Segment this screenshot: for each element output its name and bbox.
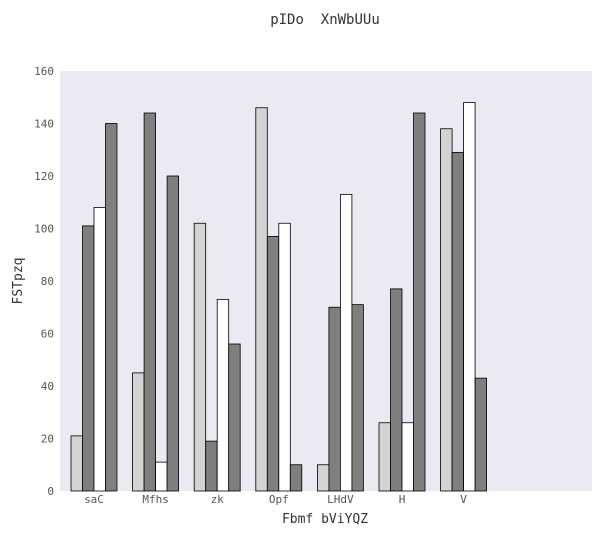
y-tick-label: 100: [34, 223, 54, 236]
bar: [390, 288, 403, 492]
y-tick-label: 80: [41, 275, 54, 288]
y-tick-label: 140: [34, 118, 54, 131]
bar: [70, 435, 83, 492]
bar: [266, 235, 280, 492]
bar: [193, 222, 207, 492]
bar: [278, 222, 291, 492]
x-axis-label: Fbmf bViYQZ: [282, 512, 368, 527]
x-tick-label: LHdV: [327, 493, 354, 506]
y-tick-label: 0: [47, 485, 54, 498]
x-tick-label: Opf: [269, 493, 289, 506]
bar: [463, 102, 476, 492]
bar: [228, 343, 241, 492]
bar: [93, 207, 106, 492]
bar: [378, 422, 391, 492]
bar: [413, 112, 426, 492]
bar: [255, 107, 268, 492]
bar: [216, 298, 230, 492]
bar: [328, 306, 341, 492]
bar: [401, 422, 414, 492]
y-tick-label: 20: [41, 433, 54, 446]
x-tick-label: Mfhs: [142, 493, 169, 506]
x-tick-labels: saC Mfhs zk Opf LHdV H V: [84, 493, 467, 506]
bar: [205, 440, 218, 492]
y-tick-labels: 0 20 40 60 80 100 120 140 160: [34, 65, 54, 498]
bar: [339, 193, 353, 492]
y-tick-label: 60: [41, 328, 54, 341]
bar: [155, 461, 168, 492]
bar: [440, 128, 453, 492]
x-tick-label: H: [399, 493, 406, 506]
x-tick-label: saC: [84, 493, 104, 506]
bar: [166, 175, 180, 492]
bar: [132, 372, 145, 492]
x-tick-label: V: [460, 493, 467, 506]
bar: [143, 112, 157, 492]
y-tick-label: 160: [34, 65, 54, 78]
bar: [351, 304, 364, 492]
bar: [451, 151, 465, 492]
y-tick-label: 40: [41, 380, 54, 393]
bar: [289, 464, 303, 492]
y-tick-label: 120: [34, 170, 54, 183]
bar: [82, 225, 95, 492]
y-axis-label: FSTpzq: [11, 258, 26, 305]
chart-title: pIDo XnWbUUu: [270, 12, 380, 28]
bar: [474, 377, 488, 492]
bars-group: [70, 102, 488, 492]
x-tick-label: zk: [211, 493, 225, 506]
bar: [316, 464, 330, 492]
bar: [105, 123, 118, 492]
